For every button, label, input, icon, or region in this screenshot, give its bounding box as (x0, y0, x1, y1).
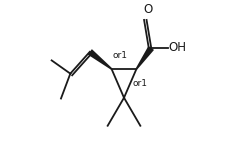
Polygon shape (136, 46, 154, 69)
Polygon shape (88, 49, 112, 70)
Text: OH: OH (168, 41, 186, 54)
Text: or1: or1 (132, 79, 148, 88)
Text: O: O (143, 3, 153, 16)
Text: or1: or1 (112, 51, 127, 60)
